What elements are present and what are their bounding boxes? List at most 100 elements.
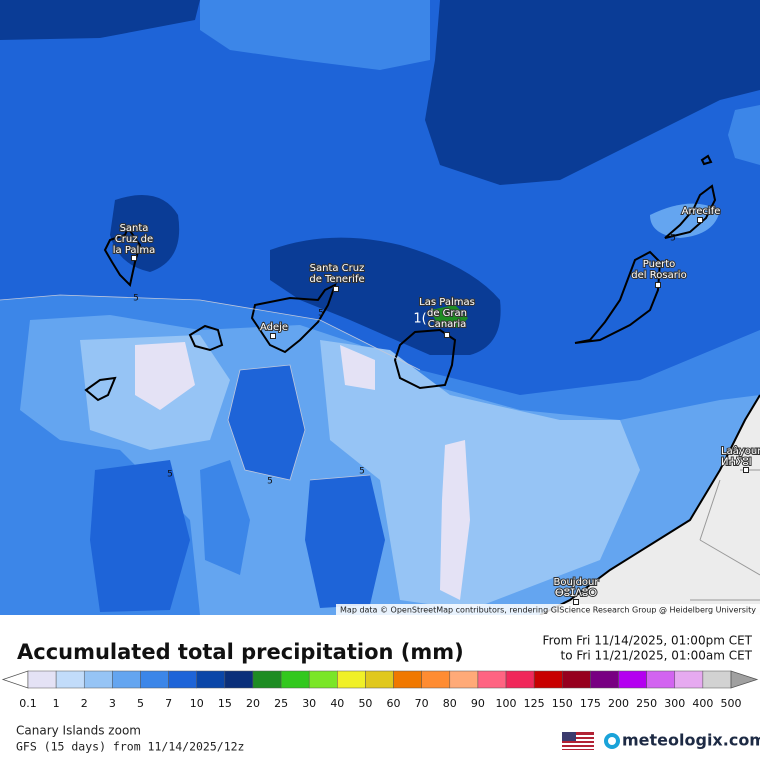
color-swatch bbox=[365, 670, 394, 689]
precip-area bbox=[305, 475, 385, 608]
place-marker bbox=[270, 333, 276, 339]
model-label: GFS (15 days) from 11/14/2025/12z bbox=[16, 740, 244, 754]
period-end: to Fri 11/21/2025, 01:00am CET bbox=[561, 649, 753, 663]
road bbox=[690, 469, 760, 601]
color-swatch bbox=[449, 670, 479, 689]
legend-tick-label: 7 bbox=[165, 697, 172, 710]
color-swatch bbox=[421, 670, 451, 689]
legend-tick-label: 25 bbox=[274, 697, 288, 710]
color-swatch bbox=[196, 670, 226, 689]
legend-tick-label: 300 bbox=[664, 697, 685, 710]
island bbox=[393, 328, 457, 390]
color-swatch bbox=[112, 670, 141, 689]
precip-area bbox=[430, 305, 468, 328]
legend-tick-label: 400 bbox=[692, 697, 713, 710]
brand[interactable]: meteologix.com bbox=[622, 731, 760, 750]
color-swatch bbox=[505, 670, 535, 689]
legend-tick-label: 10 bbox=[190, 697, 204, 710]
legend-tick-label: 30 bbox=[302, 697, 316, 710]
attribution-bg bbox=[336, 604, 760, 615]
color-swatch bbox=[337, 670, 366, 689]
place-label: Adeje bbox=[260, 322, 288, 333]
color-swatch bbox=[83, 670, 113, 689]
color-swatch bbox=[308, 670, 338, 689]
place-label: Santa bbox=[120, 223, 149, 234]
over-arrow bbox=[730, 670, 759, 689]
color-swatch bbox=[618, 670, 647, 689]
color-swatch bbox=[280, 670, 310, 689]
period-start: From Fri 11/14/2025, 01:00pm CET bbox=[543, 634, 753, 648]
attribution: Map data © OpenStreetMap contributors, r… bbox=[340, 606, 756, 615]
legend-tick-label: 500 bbox=[721, 697, 742, 710]
contour-label: 5 bbox=[359, 467, 365, 477]
color-swatch bbox=[590, 670, 619, 689]
color-swatch bbox=[168, 670, 197, 689]
precip-area bbox=[135, 342, 195, 410]
color-swatch bbox=[533, 670, 563, 689]
legend-tick-label: 1 bbox=[53, 697, 60, 710]
place-label: ⴱⵓⵊⴷⵓⵔ bbox=[555, 588, 597, 599]
precip-area bbox=[425, 0, 760, 185]
legend-tick-label: 250 bbox=[636, 697, 657, 710]
precip-area bbox=[200, 0, 430, 70]
place-label: Puerto bbox=[643, 259, 676, 270]
legend-tick-label: 5 bbox=[137, 697, 144, 710]
logo bbox=[608, 737, 616, 745]
legend-tick-label: 90 bbox=[471, 697, 485, 710]
contour-label: 5 bbox=[133, 294, 139, 304]
contour-label: 5 bbox=[167, 470, 173, 480]
precip-area bbox=[440, 440, 470, 600]
color-swatch bbox=[393, 670, 422, 689]
contour-label: 1( bbox=[413, 312, 426, 327]
precip-area bbox=[110, 195, 180, 272]
color-swatch bbox=[562, 670, 591, 689]
coastline bbox=[539, 394, 760, 616]
contour-label: 5 bbox=[267, 477, 273, 487]
precip-area bbox=[728, 105, 760, 165]
legend-tick-label: 60 bbox=[387, 697, 401, 710]
legend-tick-label: 70 bbox=[415, 697, 429, 710]
color-swatch bbox=[477, 670, 507, 689]
place-label: del Rosario bbox=[631, 270, 686, 281]
place-label: de Gran bbox=[427, 308, 467, 319]
legend-tick-label: 40 bbox=[330, 697, 344, 710]
place-label: Las Palmas bbox=[419, 297, 475, 308]
precip-area bbox=[320, 340, 640, 610]
legend-tick-label: 20 bbox=[246, 697, 260, 710]
island bbox=[700, 154, 713, 166]
legend-tick-label: 175 bbox=[580, 697, 601, 710]
place-label: de Tenerife bbox=[309, 274, 364, 285]
island bbox=[84, 376, 117, 402]
place-marker bbox=[573, 599, 579, 605]
precip-area bbox=[200, 460, 250, 575]
region-label: Canary Islands zoom bbox=[16, 724, 141, 738]
island bbox=[250, 283, 337, 354]
legend-tick-label: 80 bbox=[443, 697, 457, 710]
colorbar: 0.1 1 2 3 5 7 10 15 20 25 30 40 50 60 70 80 90 100 125 150 1… bbox=[1, 670, 759, 710]
color-swatch bbox=[140, 670, 169, 689]
legend-tick-label: 200 bbox=[608, 697, 629, 710]
color-swatch bbox=[702, 670, 732, 689]
color-swatch bbox=[252, 670, 282, 689]
place-marker bbox=[743, 467, 749, 473]
flag bbox=[562, 732, 594, 750]
place-label: Santa Cruz bbox=[310, 263, 365, 274]
island bbox=[188, 324, 224, 352]
place-label: Laâyoune bbox=[721, 445, 760, 457]
place-label: Arrecife bbox=[682, 206, 721, 217]
precip-area bbox=[90, 460, 190, 612]
island bbox=[664, 184, 717, 239]
legend-tick-label: 125 bbox=[524, 697, 545, 710]
precip-area bbox=[340, 345, 375, 390]
legend-tick-label: 50 bbox=[358, 697, 372, 710]
place-label: Boujdour bbox=[553, 577, 599, 588]
precip-area bbox=[228, 365, 305, 480]
legend-tick-label: 150 bbox=[552, 697, 573, 710]
island bbox=[103, 225, 142, 288]
place-marker bbox=[444, 332, 450, 338]
place-label: ⵍⵄⵢⵓⵏ bbox=[721, 457, 752, 468]
precip-area bbox=[0, 0, 200, 40]
legend-tick-label: 3 bbox=[109, 697, 116, 710]
